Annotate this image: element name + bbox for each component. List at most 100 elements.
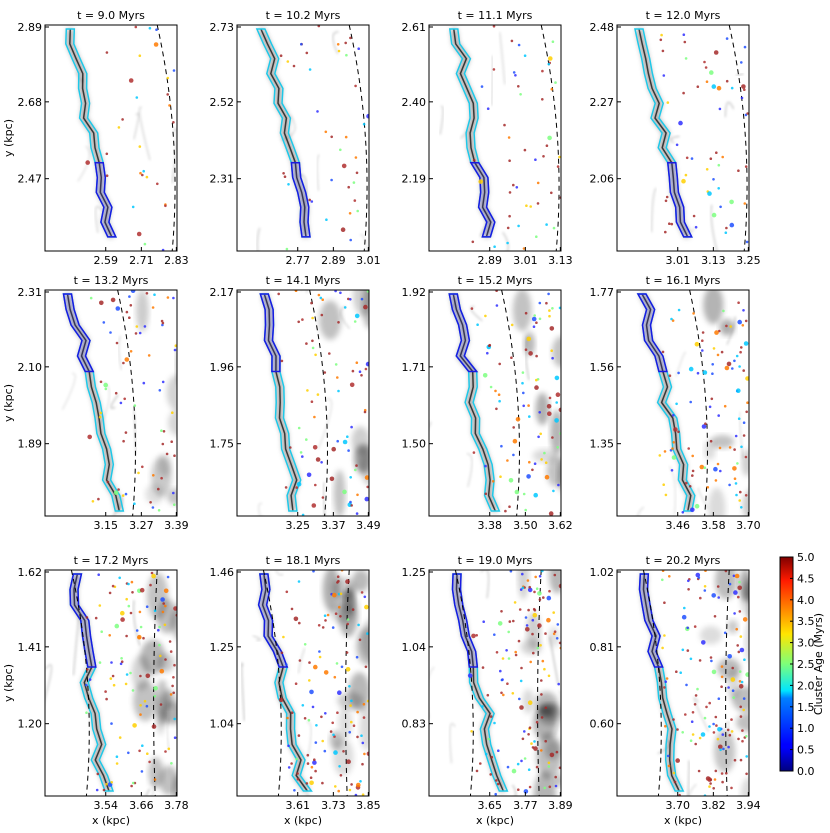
cluster-point	[717, 727, 722, 732]
x-tick-label: 2.59	[93, 254, 118, 267]
cluster-point	[364, 665, 368, 669]
gas-wisp	[554, 690, 561, 736]
cluster-point	[745, 376, 749, 381]
cluster-point	[500, 691, 503, 695]
cluster-point	[533, 314, 536, 317]
cluster-point	[740, 346, 743, 349]
cluster-point	[120, 610, 125, 616]
cluster-point	[715, 151, 718, 154]
cluster-point	[664, 230, 667, 234]
cluster-point	[555, 392, 561, 398]
y-tick-label: 2.48	[590, 21, 615, 34]
cluster-point	[354, 84, 357, 88]
cluster-point	[730, 86, 734, 90]
gas-wisp	[650, 187, 657, 233]
cluster-point	[135, 96, 139, 99]
cluster-point	[718, 329, 721, 333]
cluster-point	[676, 728, 679, 731]
cluster-point	[489, 385, 493, 389]
dashed-arc	[70, 570, 90, 796]
cluster-point	[521, 737, 525, 741]
cluster-point	[356, 735, 359, 739]
cluster-point	[365, 361, 369, 367]
cluster-point	[491, 480, 495, 483]
cluster-point	[151, 573, 156, 579]
cluster-point	[168, 640, 172, 643]
cluster-point	[551, 356, 554, 360]
y-tick-label: 1.35	[590, 438, 615, 451]
panel-3: t = 11.1 Myrs 2.89 3.01 3.13 2.19 2.40 2.61	[402, 9, 573, 267]
cluster-point	[742, 421, 746, 425]
x-tick-label: 3.58	[701, 519, 726, 532]
panel-image	[439, 25, 561, 251]
dense-gas	[526, 612, 541, 650]
cluster-point	[366, 699, 369, 703]
cluster-point	[127, 604, 131, 608]
cluster-point	[127, 751, 130, 755]
cluster-point	[309, 689, 314, 695]
gas-wisp	[502, 231, 509, 251]
panel-frame	[616, 569, 750, 797]
dashed-arc	[117, 290, 136, 516]
cluster-point	[512, 438, 518, 444]
cluster-point	[113, 490, 119, 496]
panel-title: t = 10.2 Myrs	[266, 9, 341, 22]
cluster-point	[743, 88, 746, 91]
cluster-point	[709, 439, 713, 443]
cluster-point	[726, 361, 732, 367]
cluster-point	[311, 503, 317, 508]
colorbar-tick-label: 1.0	[797, 722, 815, 735]
cluster-point	[161, 442, 165, 446]
cluster-point	[145, 605, 149, 608]
cluster-point	[285, 247, 289, 251]
cluster-point	[730, 718, 733, 721]
cluster-point	[160, 429, 163, 433]
filament-core	[452, 293, 496, 512]
cluster-point	[536, 646, 540, 650]
cluster-point	[363, 304, 368, 310]
dense-gas	[703, 290, 724, 325]
cluster-point	[86, 668, 89, 671]
cluster-point	[487, 737, 491, 741]
cluster-point	[351, 369, 355, 373]
x-tick-label: 3.49	[356, 519, 381, 532]
cluster-point	[172, 69, 176, 72]
cluster-point	[363, 595, 367, 599]
dense-gas	[736, 712, 749, 733]
cluster-point	[722, 309, 725, 313]
dashed-arc	[540, 25, 560, 251]
y-tick-label: 1.62	[18, 566, 43, 579]
cluster-point	[689, 739, 693, 742]
gas-wisp	[45, 664, 53, 701]
cluster-point	[153, 778, 157, 781]
cluster-point	[683, 40, 687, 44]
cluster-point	[141, 173, 144, 177]
cluster-point	[145, 704, 149, 708]
cluster-point	[349, 298, 352, 301]
cluster-point	[321, 298, 325, 302]
cluster-point	[735, 493, 738, 497]
cluster-point	[314, 483, 317, 487]
panel-11: t = 19.0 Myrs 3.65 3.77 3.89 0.83 1.04 1.25 x (…	[402, 554, 573, 827]
cluster-point	[349, 238, 353, 242]
cluster-point	[533, 462, 537, 466]
cluster-point	[347, 185, 351, 189]
cluster-point	[337, 321, 340, 324]
cluster-point	[157, 509, 161, 512]
cluster-point	[517, 43, 521, 47]
cluster-point	[743, 45, 747, 49]
cluster-point	[500, 444, 503, 448]
cluster-point	[540, 749, 543, 752]
cluster-point	[162, 602, 165, 605]
cluster-point	[547, 765, 551, 768]
cluster-point	[703, 466, 707, 470]
cluster-point	[106, 480, 110, 484]
dense-gas	[319, 300, 342, 340]
cluster-point	[734, 573, 740, 579]
cluster-point	[721, 780, 724, 784]
cluster-point	[741, 739, 744, 743]
cluster-point	[719, 469, 722, 473]
cluster-point	[336, 376, 339, 379]
gas-wisp	[687, 760, 690, 796]
cluster-point	[130, 784, 133, 788]
